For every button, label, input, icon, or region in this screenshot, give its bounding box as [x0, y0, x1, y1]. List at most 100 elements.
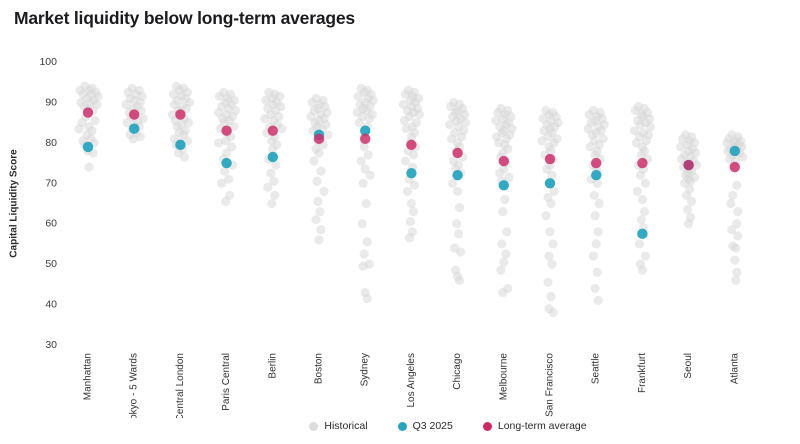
historical-dot: [594, 198, 604, 209]
historical-dot: [260, 114, 270, 124]
historical-dot: [215, 91, 225, 101]
q3-2025-dot: [591, 170, 602, 181]
scatter-plot: 100 90 80 70 60 50 40 30 Manhattan Tokyo - 5 Ward…: [39, 56, 748, 418]
x-axis-label: Los Angeles: [406, 353, 417, 408]
historical-dot: [456, 247, 466, 257]
historical-dot: [354, 118, 364, 128]
y-tick-label: 50: [45, 258, 57, 270]
historical-dot: [364, 114, 374, 124]
historical-dot: [730, 255, 740, 265]
historical-dot: [90, 116, 100, 126]
historical-dot: [221, 136, 231, 146]
historical-dot: [501, 249, 511, 259]
historical-dot: [504, 172, 514, 182]
historical-dot: [731, 275, 741, 285]
historical-dot: [645, 122, 656, 132]
historical-dot: [315, 206, 325, 217]
historical-dot: [74, 124, 84, 134]
historical-dot: [400, 89, 410, 99]
historical-dot: [496, 265, 506, 275]
historical-dot: [319, 186, 329, 196]
historical-dot: [591, 239, 601, 249]
historical-dot: [498, 206, 508, 217]
historical-dot: [500, 194, 510, 205]
historical-dot: [414, 109, 424, 120]
historical-dot: [636, 215, 647, 225]
historical-dot: [548, 308, 558, 318]
x-axis-label: Boston: [314, 353, 325, 384]
historical-dot: [356, 156, 366, 166]
historical-dot: [639, 206, 650, 217]
legend-label-long-term-average: Long-term average: [497, 420, 587, 432]
legend-item-historical: Historical: [309, 420, 368, 432]
x-axis-label: Tokyo - 5 Wards: [129, 353, 140, 418]
historical-dot: [454, 229, 464, 239]
legend-item-long-term-average: Long-term average: [482, 420, 587, 432]
historical-dot: [632, 186, 643, 196]
long-term-average-dot: [82, 107, 94, 118]
historical-dot: [547, 170, 557, 180]
long-term-average-dot: [129, 109, 140, 120]
historical-dot: [266, 168, 276, 178]
long-term-average-dot: [313, 133, 325, 145]
y-tick-label: 30: [45, 339, 57, 351]
q3-2025-dot: [360, 125, 371, 136]
historical-dot: [135, 132, 145, 142]
historical-dot: [683, 204, 693, 215]
chart-title: Market liquidity below long-term average…: [14, 8, 355, 28]
historical-dot: [404, 233, 414, 243]
long-term-average-dot: [544, 153, 556, 165]
q3-2025-dot: [544, 178, 556, 189]
historical-dot: [402, 186, 412, 196]
historical-dot: [406, 198, 416, 209]
q3-2025-dot: [406, 167, 417, 179]
historical-dot-icon: [309, 421, 319, 431]
historical-dot: [546, 291, 556, 302]
legend-item-q3-2025: Q3 2025: [397, 420, 453, 432]
historical-dot: [357, 219, 367, 229]
historical-dot: [309, 156, 319, 166]
historical-dot: [455, 275, 465, 285]
historical-dot: [592, 178, 602, 188]
historical-dot: [592, 267, 602, 277]
x-axis-label: Seattle: [591, 353, 602, 385]
q3-2025-dot: [452, 170, 463, 181]
historical-dot: [359, 249, 369, 259]
historical-dot: [588, 251, 598, 261]
x-axis-label: Melbourne: [498, 353, 509, 401]
historical-dot: [128, 134, 138, 144]
historical-dot: [546, 198, 556, 209]
historical-dot: [732, 219, 742, 229]
historical-dot: [448, 178, 458, 188]
historical-dot: [732, 267, 742, 277]
historical-dot: [498, 287, 508, 298]
historical-dot: [359, 142, 369, 152]
long-term-average-dot: [637, 157, 648, 169]
historical-dot: [271, 160, 281, 170]
historical-dot: [738, 152, 748, 162]
historical-dot: [640, 251, 651, 261]
historical-dot: [267, 198, 277, 209]
historical-dot: [687, 196, 697, 207]
historical-dot: [637, 194, 648, 205]
historical-dot: [314, 235, 324, 245]
historical-dot: [121, 99, 131, 110]
q3-2025-dot: [267, 151, 278, 163]
long-term-average-dot: [221, 125, 232, 136]
historical-dot: [682, 190, 692, 201]
historical-dot: [214, 138, 224, 148]
q3-2025-dot: [175, 139, 186, 151]
historical-dot: [635, 120, 646, 130]
historical-dot: [676, 142, 686, 152]
long-term-average-dot-icon: [482, 421, 492, 431]
historical-dot: [122, 118, 132, 128]
y-tick-label: 90: [45, 96, 57, 108]
historical-dot: [637, 265, 648, 275]
historical-dot: [400, 156, 410, 166]
historical-dot: [408, 150, 418, 160]
long-term-average-dot: [360, 133, 371, 145]
historical-dot: [537, 136, 547, 146]
historical-dot: [217, 178, 227, 188]
historical-dot: [314, 148, 324, 158]
historical-dot: [543, 277, 553, 287]
